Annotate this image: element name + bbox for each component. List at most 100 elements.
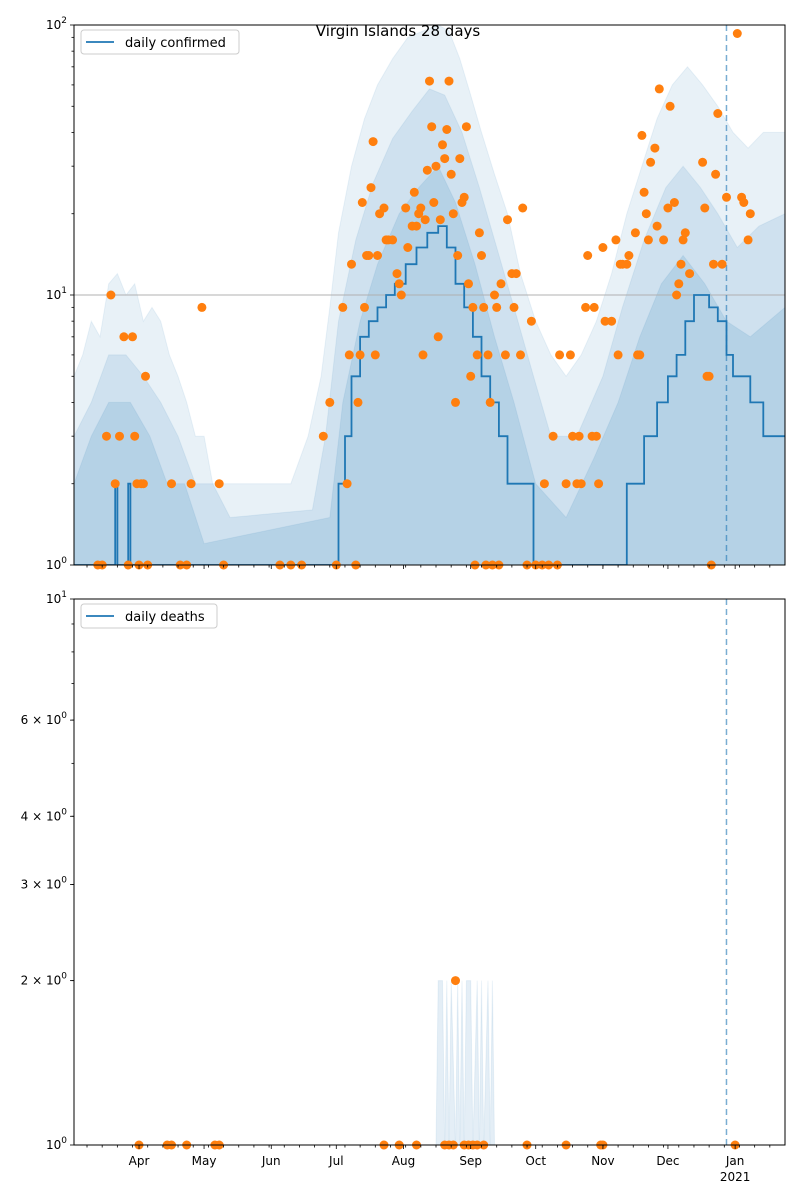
data-point [568, 431, 578, 441]
data-point [425, 76, 434, 86]
data-point [548, 431, 558, 441]
data-point [420, 215, 430, 225]
data-point [565, 350, 575, 360]
data-point [355, 350, 365, 360]
confirmed-panel: 100 101 102 Virgin Islands 28 days daily con… [46, 16, 786, 572]
data-point [214, 479, 224, 489]
data-point [698, 157, 708, 167]
x-tick-label: May [192, 1154, 217, 1168]
data-point [167, 479, 176, 489]
median-line [74, 225, 785, 565]
data-point [422, 165, 432, 175]
data-point [461, 122, 471, 132]
data-point [509, 302, 519, 312]
data-point [641, 209, 651, 219]
data-point [635, 350, 645, 360]
data-point [576, 479, 586, 489]
data-point [591, 431, 601, 441]
data-point [490, 290, 499, 300]
data-point [674, 279, 684, 289]
data-point [704, 371, 714, 381]
plot-area [74, 25, 785, 565]
data-point [732, 29, 742, 38]
data-point [607, 316, 617, 326]
data-point [357, 198, 367, 207]
data-point [713, 109, 723, 118]
data-point [474, 228, 484, 238]
data-point [743, 235, 753, 245]
data-point [583, 251, 593, 260]
data-point [496, 279, 506, 289]
data-point [446, 169, 456, 179]
data-point [485, 397, 495, 407]
plot-area [435, 599, 728, 1145]
data-point [652, 221, 662, 231]
data-point [197, 302, 207, 312]
data-point [396, 290, 406, 300]
data-point [624, 251, 634, 260]
legend-box [80, 29, 240, 55]
x-tick-label: Jun [261, 1154, 281, 1168]
data-point [561, 479, 571, 489]
x-tick-label: Apr [129, 1154, 150, 1168]
data-point [466, 371, 476, 381]
deaths-panel: 100 2 × 100 3 × 100 4 × 100 6 × 100 101 Apr May… [21, 590, 786, 1184]
y-tick-label: 100 [46, 1136, 67, 1152]
x-tick-label: Nov [591, 1154, 614, 1168]
data-point [717, 259, 727, 269]
legend-label: daily deaths [125, 610, 205, 625]
data-point [526, 316, 536, 326]
data-point [186, 479, 196, 489]
data-point [722, 192, 731, 202]
y-tick-label: 2 × 100 [21, 972, 68, 988]
data-point [643, 235, 653, 245]
data-point [102, 431, 111, 441]
data-point [650, 143, 660, 153]
data-point [438, 140, 447, 150]
data-point [141, 371, 150, 381]
data-point [451, 397, 460, 407]
data-point [600, 316, 610, 326]
data-point [477, 251, 486, 260]
data-point [503, 215, 512, 225]
data-point [516, 350, 525, 360]
data-point [119, 332, 129, 342]
data-point [429, 198, 439, 207]
axes-frame [73, 598, 786, 1146]
data-point [128, 332, 137, 342]
y-tick-label: 3 × 100 [21, 875, 68, 891]
data-point [711, 169, 721, 179]
data-point [435, 215, 445, 225]
data-point [455, 154, 465, 164]
data-point [444, 76, 454, 86]
x-tick-sublabel: 2021 [720, 1170, 751, 1184]
data-point [511, 269, 521, 279]
y-tick-label: 101 [46, 590, 67, 606]
x-tick-label: Oct [525, 1154, 546, 1168]
data-point [394, 279, 404, 289]
data-point [613, 350, 623, 360]
x-tick-label: Dec [656, 1154, 679, 1168]
data-point [347, 259, 356, 269]
data-point [539, 479, 549, 489]
data-point [115, 431, 124, 441]
data-point [581, 302, 591, 312]
y-tick-label: 4 × 100 [21, 807, 68, 823]
data-point [659, 235, 669, 245]
data-point [518, 203, 528, 213]
chart-title: Virgin Islands 28 days [316, 22, 481, 40]
x-tick-label: Sep [459, 1154, 482, 1168]
data-point [401, 203, 411, 213]
confidence-band-1 [74, 88, 785, 565]
data-point [368, 137, 378, 147]
data-point [665, 101, 675, 111]
data-point [418, 350, 428, 360]
data-point [700, 203, 710, 213]
data-point [110, 479, 120, 489]
data-point [138, 479, 148, 489]
confidence-band-0 [435, 980, 496, 1145]
data-point [403, 243, 413, 252]
data-point [433, 332, 443, 342]
data-point [709, 259, 718, 269]
